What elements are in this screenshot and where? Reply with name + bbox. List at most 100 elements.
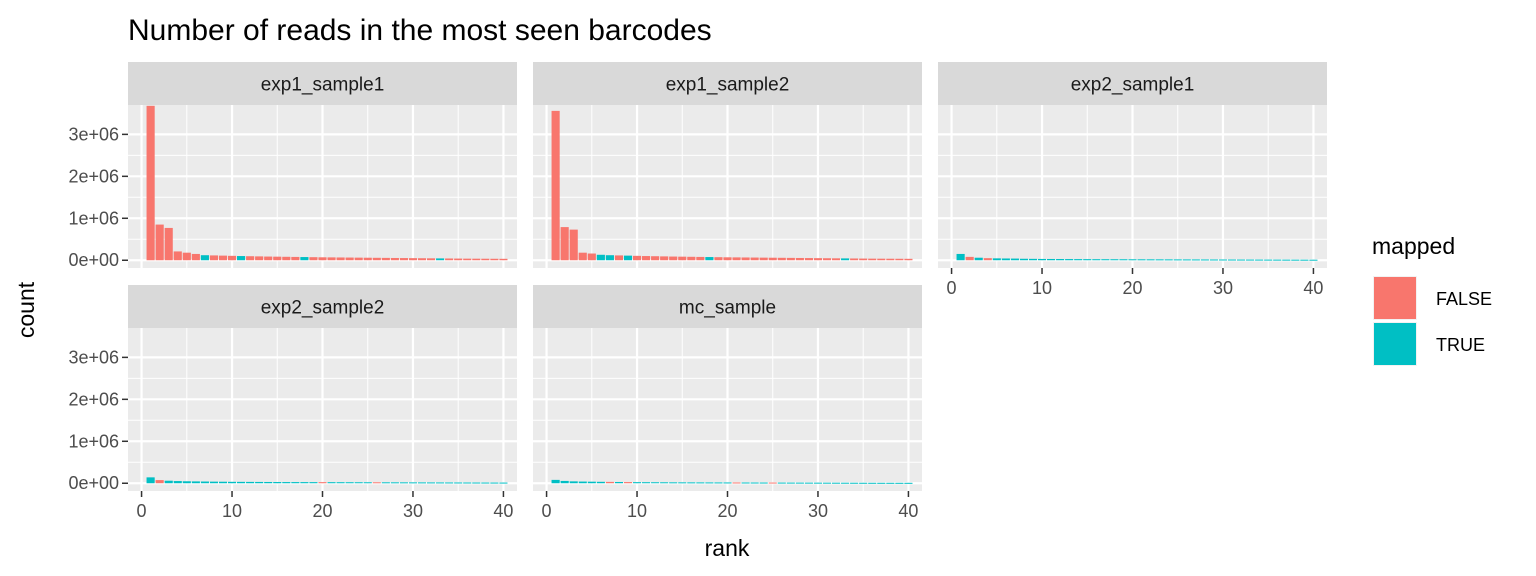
bar (426, 482, 436, 484)
bar (551, 110, 560, 261)
bar (200, 481, 209, 484)
bar (868, 482, 877, 484)
bar (623, 482, 633, 484)
bar (417, 482, 427, 484)
bar (696, 482, 705, 484)
bar (490, 258, 499, 261)
bar (336, 257, 345, 261)
bar (1001, 258, 1010, 261)
legend-swatch (1374, 323, 1416, 365)
bar (445, 258, 454, 261)
bar (1200, 259, 1209, 261)
legend: mapped FALSE TRUE (1372, 233, 1492, 366)
bar (605, 255, 614, 261)
bar (741, 257, 750, 261)
bar (687, 482, 696, 484)
bar (859, 482, 868, 484)
bar (1037, 258, 1047, 261)
bar (992, 258, 1001, 261)
bar (678, 256, 687, 261)
bar (1056, 259, 1065, 261)
bar (436, 482, 445, 484)
bar (813, 258, 823, 261)
bar (499, 258, 508, 261)
bar (687, 256, 696, 261)
x-axis-title: rank (705, 535, 750, 561)
bar (472, 258, 481, 261)
bar (651, 256, 660, 261)
bar (578, 481, 587, 484)
bar (381, 482, 390, 484)
bar (1019, 258, 1029, 261)
x-tick-label: 20 (312, 501, 332, 521)
bar (551, 479, 560, 484)
bar (1083, 259, 1092, 261)
bar (965, 256, 974, 261)
bar (1182, 259, 1191, 261)
bar (623, 255, 633, 261)
x-tick-label: 10 (1032, 278, 1052, 298)
x-tick-label: 30 (403, 501, 423, 521)
bar (1309, 259, 1318, 261)
bar (336, 482, 345, 484)
bar (750, 482, 759, 484)
bar (399, 482, 408, 484)
bar (218, 255, 228, 261)
bar (345, 257, 354, 261)
bar (472, 482, 481, 484)
bar (1010, 258, 1019, 261)
bar (146, 477, 155, 484)
bar (768, 257, 777, 261)
bar (1282, 259, 1291, 261)
bar (445, 482, 454, 484)
bar (1273, 259, 1282, 261)
bar (895, 258, 904, 261)
bar (560, 480, 569, 484)
bar (614, 481, 624, 484)
legend-label: FALSE (1436, 289, 1492, 309)
x-tick-label: 40 (493, 501, 513, 521)
bar (1028, 258, 1038, 261)
bar (1047, 258, 1056, 261)
bar (759, 257, 768, 261)
bar (850, 482, 859, 484)
bar (786, 482, 795, 484)
bar (381, 257, 390, 261)
bar (363, 257, 372, 261)
bar (974, 257, 983, 261)
bar (237, 481, 246, 484)
bar (1092, 259, 1101, 261)
x-tick-label: 0 (947, 278, 957, 298)
bar (956, 253, 965, 261)
bar (436, 258, 445, 261)
bar (705, 482, 714, 484)
bar (282, 256, 291, 261)
bar (1119, 259, 1128, 261)
bar (463, 258, 472, 261)
y-axis-title: count (13, 281, 39, 338)
facet-panels: exp1_sample10e+001e+062e+063e+06exp1_sam… (68, 62, 1327, 521)
bar (345, 482, 354, 484)
y-tick-label: 2e+06 (68, 389, 119, 409)
x-tick-label: 40 (898, 501, 918, 521)
bar (1227, 259, 1237, 261)
bar (1164, 259, 1173, 261)
facet-strip-label: exp1_sample1 (261, 75, 385, 96)
bar (569, 481, 578, 484)
bar (732, 257, 741, 261)
bar (795, 257, 804, 261)
bar (696, 256, 705, 261)
bar (732, 482, 741, 484)
bar (669, 256, 678, 261)
facet-strip-label: exp1_sample2 (666, 75, 790, 96)
bar (831, 258, 841, 261)
bar (632, 255, 642, 261)
bar (1246, 259, 1255, 261)
bar (155, 224, 164, 261)
bar (759, 482, 768, 484)
bar (1300, 259, 1309, 261)
x-tick-label: 20 (1122, 278, 1142, 298)
bar (813, 482, 823, 484)
bar (363, 482, 372, 484)
x-tick-label: 0 (137, 501, 147, 521)
